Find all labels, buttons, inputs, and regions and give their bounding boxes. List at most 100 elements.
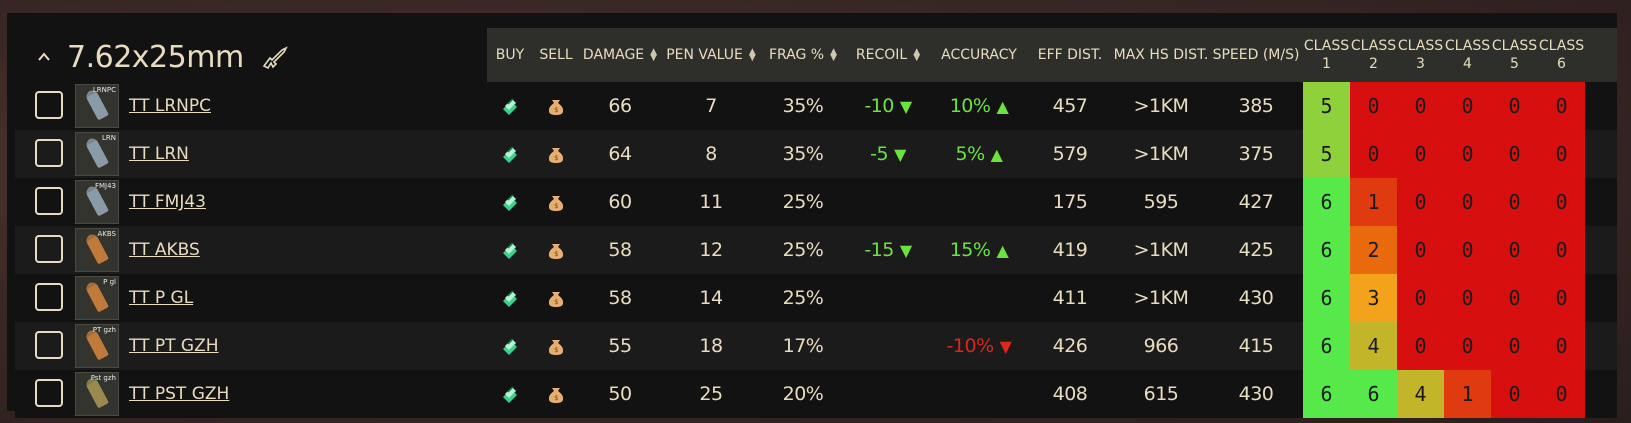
ammo-thumbnail-tag: LRN bbox=[102, 134, 116, 142]
buy-icon[interactable] bbox=[487, 322, 533, 370]
header-class-number: 4 bbox=[1463, 56, 1472, 72]
header-class-6: CLASS 6 bbox=[1538, 28, 1585, 82]
header-frag-label: FRAG % bbox=[768, 47, 825, 63]
header-speed: SPEED (M/S) bbox=[1212, 47, 1300, 63]
arrow-down-icon: ▼ bbox=[899, 96, 912, 116]
sell-icon[interactable]: $ bbox=[533, 274, 579, 322]
ammo-name-link[interactable]: TT PST GZH bbox=[129, 384, 230, 404]
header-class-label: CLASS bbox=[1491, 38, 1538, 54]
ammo-thumbnail: PT gzh bbox=[75, 324, 119, 368]
sell-icon[interactable]: $ bbox=[533, 82, 579, 130]
row-checkbox[interactable] bbox=[35, 91, 63, 119]
row-checkbox[interactable] bbox=[35, 331, 63, 359]
damage-value: 66 bbox=[608, 95, 632, 117]
chevron-up-icon[interactable] bbox=[33, 46, 55, 68]
sell-icon[interactable]: $ bbox=[533, 130, 579, 178]
arrow-icon: ▲ bbox=[996, 240, 1009, 260]
recoil-value bbox=[845, 370, 931, 418]
table-row: Pst gzh TT PST GZH $50 25 20% 408 615 430 6 6 4 1 0 0 bbox=[15, 370, 1617, 418]
accuracy-number: -10% bbox=[946, 335, 995, 357]
sort-icon[interactable]: ▲ ▼ bbox=[913, 47, 921, 63]
recoil-value bbox=[845, 322, 931, 370]
damage-value: 60 bbox=[608, 191, 632, 213]
armor-class-2-cell: 2 bbox=[1350, 226, 1397, 274]
header-class-number: 3 bbox=[1416, 56, 1425, 72]
armor-class-5-cell: 0 bbox=[1491, 370, 1538, 418]
row-checkbox[interactable] bbox=[35, 235, 63, 263]
armor-class-4-cell: 0 bbox=[1444, 322, 1491, 370]
pen-value: 14 bbox=[699, 287, 723, 309]
sell-icon[interactable]: $ bbox=[533, 370, 579, 418]
header-damage[interactable]: DAMAGE ▲ ▼ bbox=[579, 28, 661, 82]
armor-class-2-cell: 0 bbox=[1350, 82, 1397, 130]
speed-value: 430 bbox=[1238, 287, 1274, 309]
max-hs-dist-value: >1KM bbox=[1133, 239, 1189, 261]
sell-icon[interactable]: $ bbox=[533, 226, 579, 274]
sell-icon[interactable]: $ bbox=[533, 322, 579, 370]
recoil-value: -15 ▼ bbox=[845, 226, 931, 274]
recoil-number: -10 bbox=[864, 95, 894, 117]
armor-class-5-cell: 0 bbox=[1491, 322, 1538, 370]
ammo-name-link[interactable]: TT LRNPC bbox=[129, 96, 211, 116]
row-checkbox[interactable] bbox=[35, 187, 63, 215]
armor-class-1-cell: 5 bbox=[1303, 130, 1350, 178]
ammo-name-link[interactable]: TT FMJ43 bbox=[129, 192, 206, 212]
rifle-icon bbox=[260, 42, 290, 72]
armor-class-1-cell: 6 bbox=[1303, 226, 1350, 274]
sell-icon[interactable]: $ bbox=[533, 178, 579, 226]
ammo-name-link[interactable]: TT P GL bbox=[129, 288, 194, 308]
row-checkbox[interactable] bbox=[35, 283, 63, 311]
header-class-label: CLASS bbox=[1350, 38, 1397, 54]
speed-value: 385 bbox=[1238, 95, 1274, 117]
header-class-3: CLASS 3 bbox=[1397, 28, 1444, 82]
ammo-thumbnail-tag: P gl bbox=[103, 278, 116, 286]
frag-value: 20% bbox=[782, 383, 824, 405]
header-class-number: 5 bbox=[1510, 56, 1519, 72]
damage-value: 50 bbox=[608, 383, 632, 405]
buy-icon[interactable] bbox=[487, 82, 533, 130]
armor-class-1-cell: 6 bbox=[1303, 322, 1350, 370]
armor-class-2-cell: 4 bbox=[1350, 322, 1397, 370]
arrow-icon: ▲ bbox=[990, 144, 1003, 164]
speed-value: 427 bbox=[1238, 191, 1274, 213]
armor-class-5-cell: 0 bbox=[1491, 130, 1538, 178]
ammo-name-link[interactable]: TT PT GZH bbox=[129, 336, 219, 356]
header-frag[interactable]: FRAG % ▲ ▼ bbox=[761, 28, 845, 82]
recoil-number: -15 bbox=[864, 239, 894, 261]
max-hs-dist-value: >1KM bbox=[1133, 143, 1189, 165]
ammo-name-link[interactable]: TT AKBS bbox=[129, 240, 200, 260]
header-class-number: 6 bbox=[1557, 56, 1566, 72]
header-pen-value[interactable]: PEN VALUE ▲ ▼ bbox=[661, 28, 761, 82]
armor-class-1-cell: 6 bbox=[1303, 178, 1350, 226]
pen-value: 12 bbox=[699, 239, 723, 261]
buy-icon[interactable] bbox=[487, 178, 533, 226]
recoil-value bbox=[845, 178, 931, 226]
header-recoil[interactable]: RECOIL ▲ ▼ bbox=[845, 28, 931, 82]
buy-icon[interactable] bbox=[487, 130, 533, 178]
armor-class-2-cell: 3 bbox=[1350, 274, 1397, 322]
header-sell: SELL bbox=[539, 47, 573, 63]
svg-text:$: $ bbox=[554, 202, 558, 210]
accuracy-value: 5% ▲ bbox=[931, 130, 1027, 178]
ammo-name-link[interactable]: TT LRN bbox=[129, 144, 189, 164]
accuracy-number: 15% bbox=[949, 239, 991, 261]
row-checkbox[interactable] bbox=[35, 379, 63, 407]
row-checkbox[interactable] bbox=[35, 139, 63, 167]
max-hs-dist-value: 966 bbox=[1143, 335, 1179, 357]
arrow-down-icon: ▼ bbox=[894, 144, 906, 164]
buy-icon[interactable] bbox=[487, 370, 533, 418]
armor-class-1-cell: 6 bbox=[1303, 370, 1350, 418]
eff-dist-value: 426 bbox=[1052, 335, 1088, 357]
armor-class-2-cell: 1 bbox=[1350, 178, 1397, 226]
armor-class-5-cell: 0 bbox=[1491, 274, 1538, 322]
sort-icon[interactable]: ▲ ▼ bbox=[650, 47, 658, 63]
arrow-icon: ▼ bbox=[999, 336, 1012, 356]
buy-icon[interactable] bbox=[487, 226, 533, 274]
recoil-value: -5 ▼ bbox=[845, 130, 931, 178]
armor-class-1-cell: 6 bbox=[1303, 274, 1350, 322]
sort-icon[interactable]: ▲ ▼ bbox=[830, 47, 838, 63]
buy-icon[interactable] bbox=[487, 274, 533, 322]
armor-class-3-cell: 0 bbox=[1397, 130, 1444, 178]
header-eff-dist: EFF DIST. bbox=[1037, 47, 1103, 63]
sort-icon[interactable]: ▲ ▼ bbox=[748, 47, 756, 63]
